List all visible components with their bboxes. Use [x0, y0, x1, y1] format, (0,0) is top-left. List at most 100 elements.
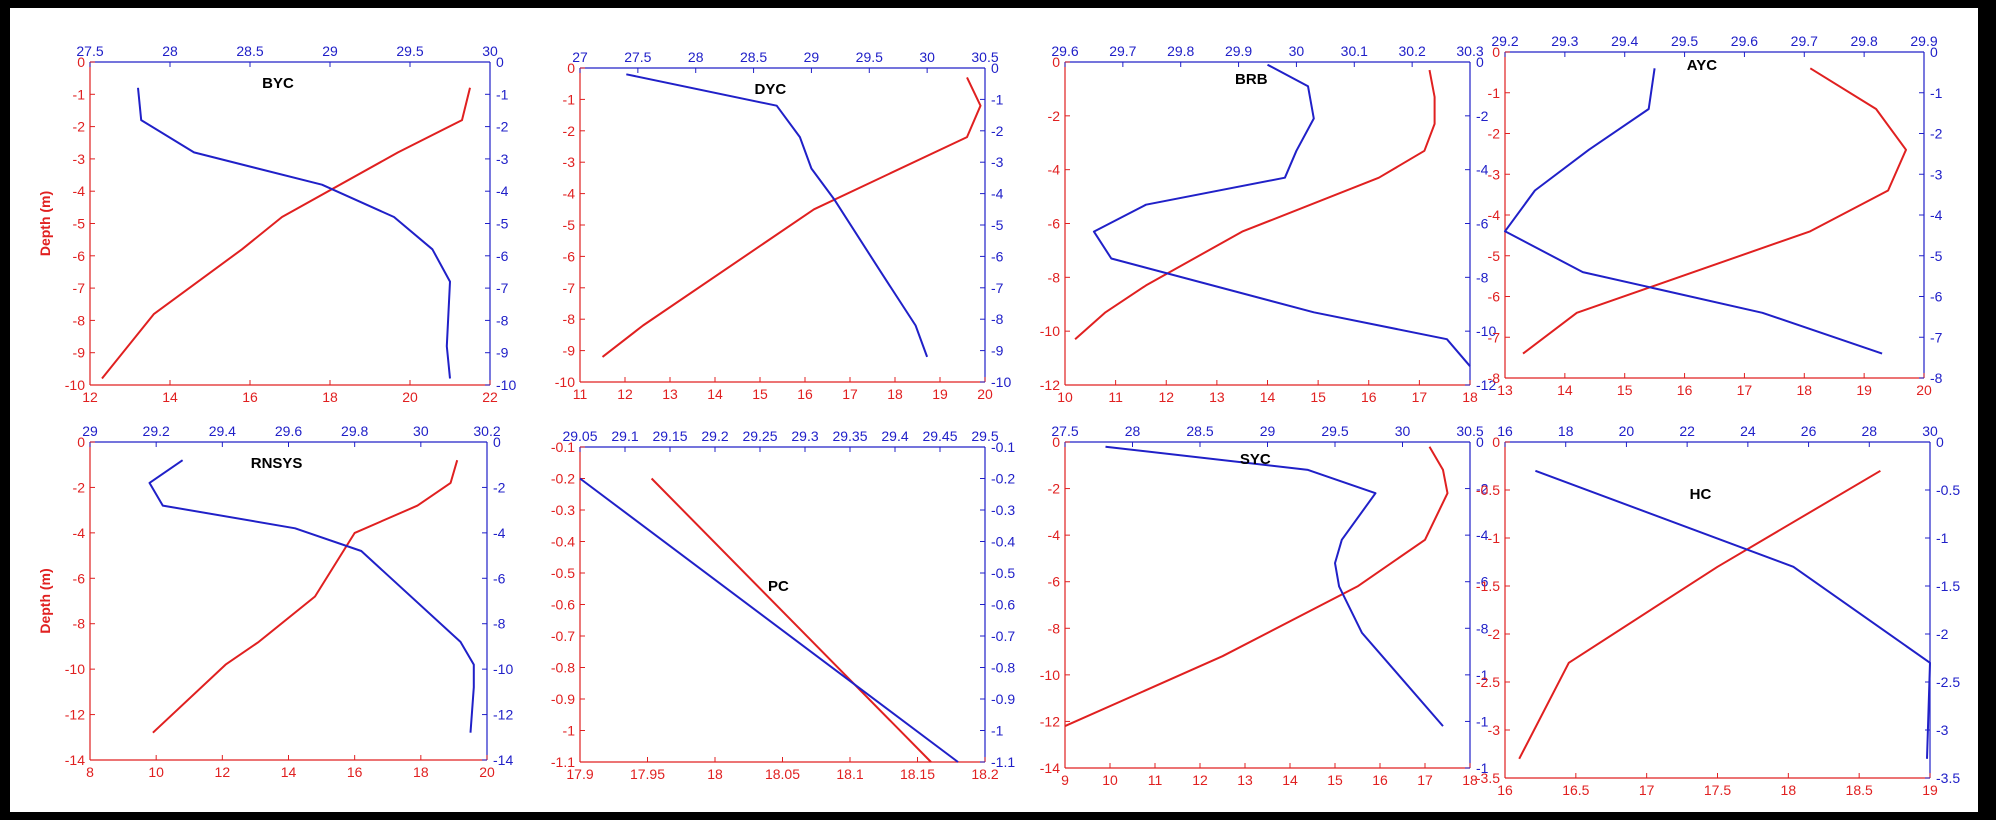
- chart-panel-dyc: 11 12 13 14 15 16 17 18 19 20 27 27.5 28 28.5 29 29.5 30…: [555, 49, 1012, 402]
- top-tick-label: 29: [82, 423, 98, 439]
- bottom-tick-label: 15: [1327, 772, 1343, 788]
- left-tick-label: -7: [1488, 329, 1501, 345]
- blue-series-line: [148, 459, 475, 733]
- y-axis-label: Depth (m): [37, 191, 53, 256]
- bottom-tick-label: 13: [1237, 772, 1253, 788]
- red-series-line: [650, 477, 932, 763]
- bottom-tick-label: 16: [347, 764, 363, 780]
- left-tick-label: 0: [1052, 54, 1060, 70]
- bottom-tick-label: 11: [573, 386, 588, 402]
- top-tick-label: 28: [1861, 423, 1877, 439]
- bottom-tick-label: 16: [1361, 389, 1377, 405]
- blue-series-line: [579, 477, 959, 763]
- left-tick-label: -9: [563, 343, 576, 359]
- right-tick-label: -2: [1476, 108, 1489, 124]
- right-tick-label: -4: [1476, 162, 1489, 178]
- left-tick-label: -4: [1048, 527, 1061, 543]
- bottom-tick-label: 12: [1158, 389, 1174, 405]
- top-tick-label: 29.5: [971, 428, 998, 444]
- right-tick-label: -2: [991, 123, 1004, 139]
- red-series-line: [1074, 69, 1436, 340]
- left-tick-label: 0: [567, 60, 575, 76]
- chart-title: AYC: [1687, 57, 1717, 74]
- left-tick-label: -2.5: [1476, 674, 1500, 690]
- left-tick-label: -2: [1488, 126, 1501, 142]
- left-tick-label: -4: [73, 183, 86, 199]
- right-tick-label: -2: [1936, 626, 1949, 642]
- bottom-tick-label: 18: [1796, 382, 1812, 398]
- right-tick-label: -7: [496, 280, 509, 296]
- blue-series-line: [626, 73, 929, 358]
- bottom-tick-label: 17.5: [1704, 782, 1731, 798]
- right-tick-label: -0.2: [991, 471, 1015, 487]
- right-tick-label: -8: [1476, 620, 1489, 636]
- right-tick-label: -1: [1476, 760, 1489, 776]
- right-tick-label: -10: [991, 374, 1011, 390]
- bottom-tick-label: 20: [402, 389, 418, 405]
- left-tick-label: -6: [1048, 216, 1061, 232]
- top-tick-label: 30.2: [473, 423, 500, 439]
- top-tick-label: 29.5: [856, 49, 883, 65]
- left-tick-label: -4: [563, 186, 576, 202]
- left-tick-label: 0: [1492, 434, 1500, 450]
- right-tick-label: -8: [1930, 370, 1943, 386]
- left-tick-label: -0.5: [551, 565, 575, 581]
- left-tick-label: -0.3: [551, 502, 575, 518]
- chart-title: PC: [768, 578, 789, 595]
- right-tick-label: -9: [496, 345, 509, 361]
- right-tick-label: 0: [1936, 434, 1944, 450]
- bottom-tick-label: 12: [1192, 772, 1208, 788]
- top-tick-label: 29.6: [275, 423, 302, 439]
- right-tick-label: 0: [1476, 54, 1484, 70]
- blue-series-line: [1092, 63, 1471, 367]
- top-tick-label: 27.5: [624, 49, 651, 65]
- left-tick-label: -0.9: [551, 691, 575, 707]
- left-tick-label: -0.1: [551, 439, 575, 455]
- bottom-tick-label: 17: [1737, 382, 1753, 398]
- bottom-tick-label: 16: [242, 389, 258, 405]
- right-tick-label: -7: [991, 280, 1004, 296]
- top-tick-label: 29: [804, 49, 820, 65]
- right-tick-label: -0.8: [991, 660, 1015, 676]
- bottom-tick-label: 16.5: [1562, 782, 1589, 798]
- bottom-tick-label: 16: [797, 386, 813, 402]
- left-tick-label: -10: [555, 374, 575, 390]
- left-tick-label: -2: [1488, 626, 1501, 642]
- right-tick-label: -6: [1930, 289, 1943, 305]
- right-tick-label: -10: [496, 377, 516, 393]
- top-tick-label: 30.3: [1456, 43, 1483, 59]
- right-tick-label: -0.9: [991, 691, 1015, 707]
- right-tick-label: -0.1: [991, 439, 1015, 455]
- top-tick-label: 26: [1801, 423, 1817, 439]
- top-tick-label: 18: [1558, 423, 1574, 439]
- top-tick-label: 20: [1619, 423, 1635, 439]
- right-tick-label: -2: [1476, 481, 1489, 497]
- bottom-tick-label: 15: [1617, 382, 1633, 398]
- top-tick-label: 30.1: [1341, 43, 1368, 59]
- bottom-tick-label: 15: [1310, 389, 1326, 405]
- right-tick-label: 0: [496, 54, 504, 70]
- left-tick-label: -4: [1048, 162, 1061, 178]
- top-tick-label: 29.25: [742, 428, 777, 444]
- bottom-tick-label: 18: [1781, 782, 1797, 798]
- left-tick-label: -1.5: [1476, 578, 1500, 594]
- bottom-tick-label: 20: [479, 764, 495, 780]
- left-tick-label: -0.6: [551, 597, 575, 613]
- left-tick-label: -0.7: [551, 628, 575, 644]
- chart-panel-ayc: 13 14 15 16 17 18 19 20 29.2 29.3 29.4 29.5 29.6 29.7…: [1488, 33, 1943, 398]
- top-tick-label: 29.8: [1851, 33, 1878, 49]
- left-tick-label: -10: [65, 661, 85, 677]
- top-tick-label: 30: [1289, 43, 1305, 59]
- bottom-tick-label: 16: [1372, 772, 1388, 788]
- bottom-tick-label: 18.1: [836, 766, 863, 782]
- right-tick-label: -4: [1476, 527, 1489, 543]
- right-tick-label: -6: [1476, 574, 1489, 590]
- left-tick-label: -12: [1040, 713, 1060, 729]
- right-tick-label: -1: [1936, 530, 1949, 546]
- right-tick-label: 0: [991, 60, 999, 76]
- top-tick-label: 29.6: [1731, 33, 1758, 49]
- top-tick-label: 27.5: [1051, 423, 1078, 439]
- left-tick-label: -10: [65, 377, 85, 393]
